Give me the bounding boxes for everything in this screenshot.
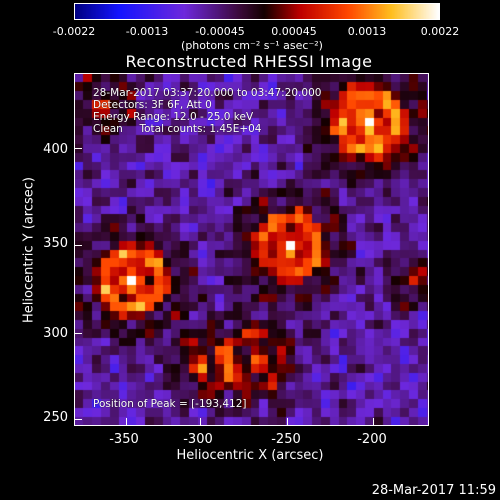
rhessi-image: 28-Mar-2017 03:37:20.000 to 03:47:20.000…	[74, 73, 429, 426]
colorbar-label: -0.0013	[125, 25, 169, 38]
y-tick-label: 350	[43, 236, 68, 251]
x-tick	[287, 418, 288, 425]
colorbar-label: -0.0022	[52, 25, 96, 38]
timestamp: 28-Mar-2017 11:59	[371, 483, 496, 498]
colorbar-label: 0.0013	[347, 25, 387, 38]
x-axis-title: Heliocentric X (arcsec)	[176, 448, 324, 463]
y-tick-label: 250	[43, 410, 68, 425]
detectors-text: Detectors: 3F 6F, Att 0	[93, 99, 212, 111]
colorbar	[74, 3, 440, 20]
x-tick-label: -300	[183, 432, 213, 447]
image-title: Reconstructed RHESSI Image	[125, 52, 373, 71]
time-range-text: 28-Mar-2017 03:37:20.000 to 03:47:20.000	[93, 87, 322, 99]
y-tick-label: 300	[43, 326, 68, 341]
x-tick	[200, 418, 201, 425]
y-tick-label: 400	[43, 142, 68, 157]
colorbar-label: 0.00045	[271, 25, 317, 38]
peak-position-text: Position of Peak = [-193,412]	[93, 398, 247, 410]
x-tick-label: -350	[109, 432, 139, 447]
energy-range-text: Energy Range: 12.0 - 25.0 keV	[93, 111, 254, 123]
y-axis-title: Heliocentric Y (arcsec)	[21, 177, 37, 323]
colorbar-label: 0.0022	[420, 25, 460, 38]
heatmap-canvas	[75, 74, 428, 425]
y-tick	[75, 419, 82, 420]
y-tick	[75, 245, 82, 246]
clean-counts-text: Clean Total counts: 1.45E+04	[93, 123, 262, 135]
y-tick	[75, 148, 82, 149]
x-tick-label: -200	[357, 432, 387, 447]
colorbar-label: -0.00045	[195, 25, 245, 38]
x-tick-label: -250	[271, 432, 301, 447]
x-tick	[126, 418, 127, 425]
x-tick	[373, 418, 374, 425]
colorbar-units: (photons cm⁻² s⁻¹ asec⁻²)	[181, 39, 323, 52]
y-tick	[75, 333, 82, 334]
